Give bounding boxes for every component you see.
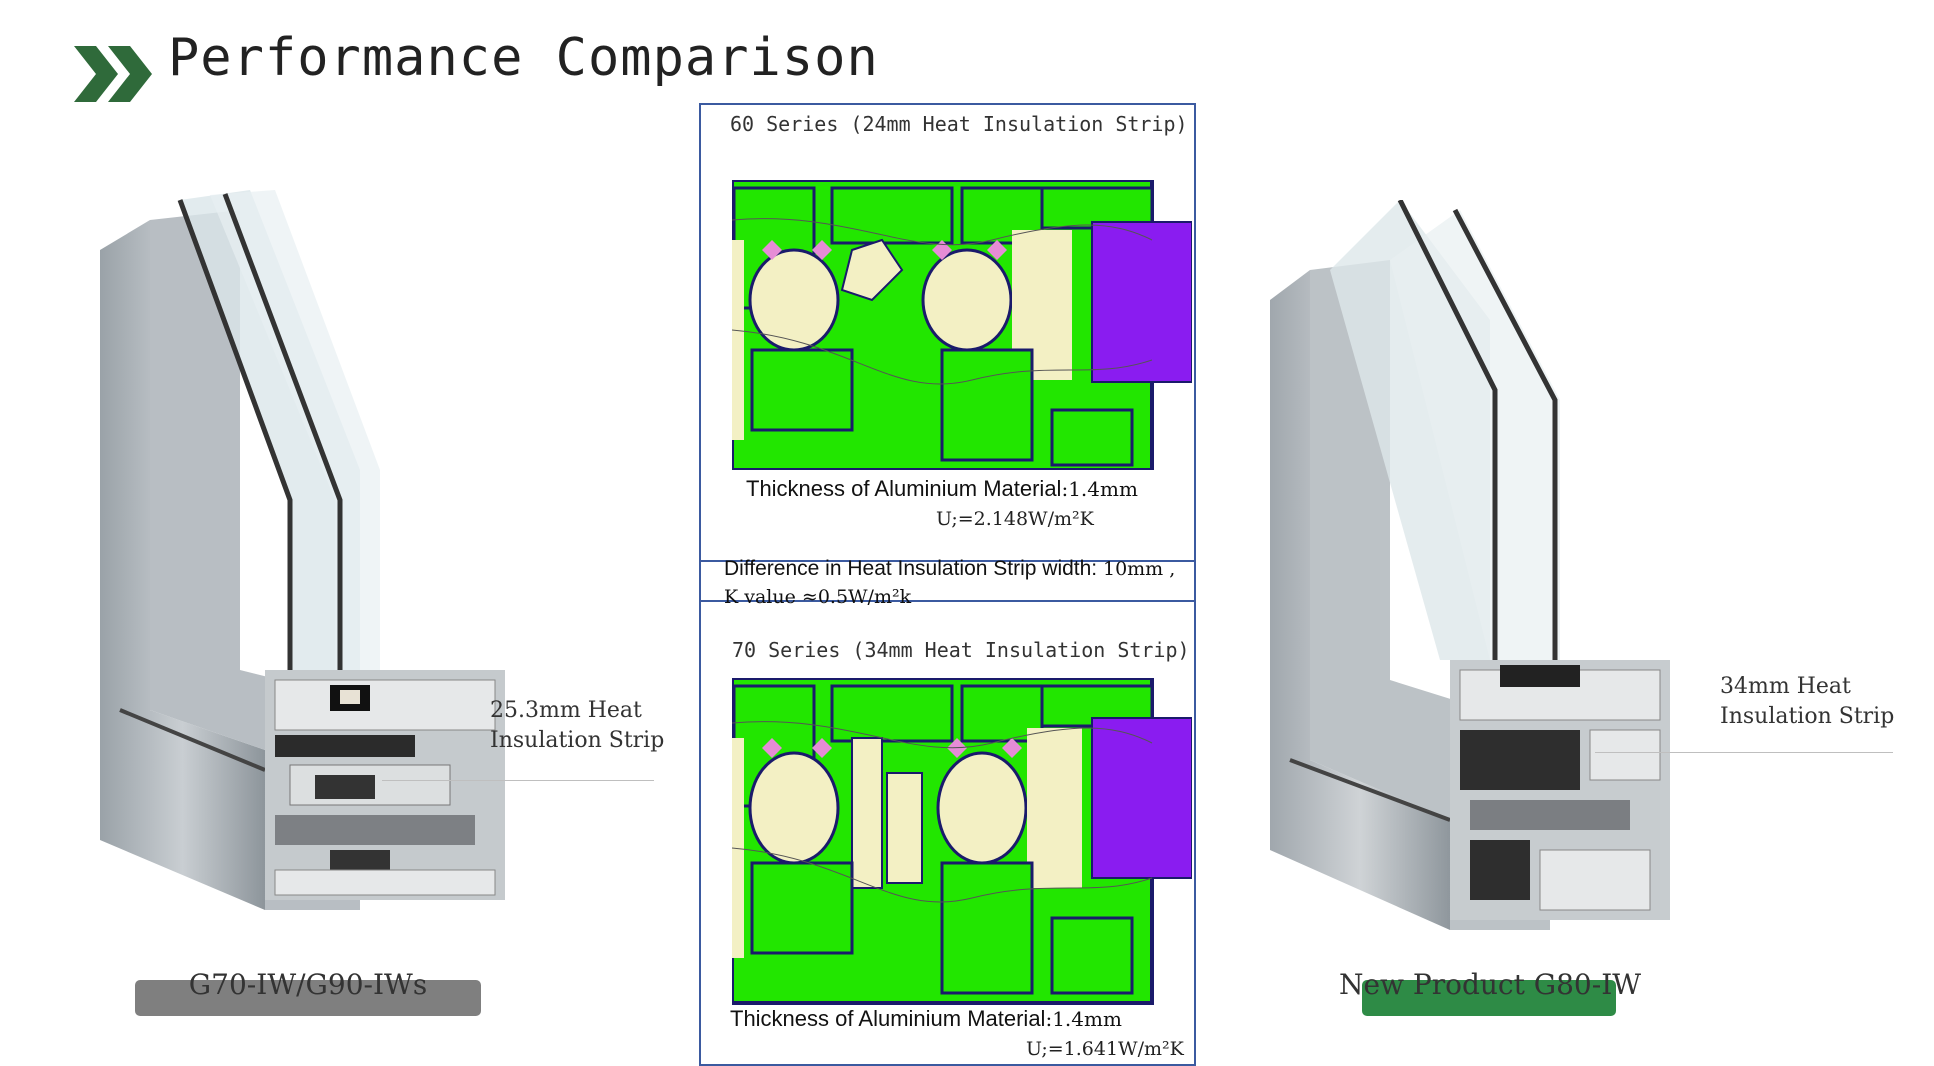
difference-k-value: K value ≈0.5W/m²k (724, 586, 912, 608)
left-product-label-bar (135, 980, 481, 1016)
thermal-comparison-panel (699, 103, 1196, 1066)
bottom-thickness: Thickness of Aluminium Material:1.4mm (730, 1006, 1122, 1032)
right-product-label-bar (1362, 980, 1616, 1016)
top-thermal-simulation-image (732, 180, 1192, 470)
brand-logo (1680, 60, 1880, 84)
right-callout-line2: Insulation Strip (1720, 704, 1895, 729)
right-callout-text: 34mm Heat Insulation Strip (1720, 672, 1894, 732)
right-window-profile-image (1270, 200, 1670, 930)
difference-label: Difference in Heat Insulation Strip widt… (724, 557, 1098, 580)
top-thickness: Thickness of Aluminium Material:1.4mm (746, 476, 1138, 502)
difference-value: 10mm , (1102, 558, 1176, 580)
left-callout-line1: 25.3mm Heat (490, 698, 642, 723)
page-title: Performance Comparison (168, 28, 879, 88)
top-series-title: 60 Series (24mm Heat Insulation Strip) (730, 112, 1188, 136)
panel-divider-bottom (699, 600, 1196, 602)
right-callout-line1: 34mm Heat (1720, 674, 1851, 699)
right-product-label: New Product G80-IW (1338, 968, 1642, 1001)
difference-text: Difference in Heat Insulation Strip widt… (724, 555, 1194, 611)
bottom-thickness-value: :1.4mm (1045, 1007, 1122, 1031)
left-callout-text: 25.3mm Heat Insulation Strip (490, 696, 664, 756)
bottom-series-title: 70 Series (34mm Heat Insulation Strip) (732, 638, 1190, 662)
left-callout-line2: Insulation Strip (490, 728, 665, 753)
bottom-thermal-simulation-image (732, 678, 1192, 1005)
bottom-u-value: U;=1.641W/m²K (1026, 1038, 1184, 1060)
top-thickness-value: :1.4mm (1061, 477, 1138, 501)
double-chevron-icon (74, 46, 152, 102)
right-callout-line (1595, 752, 1893, 753)
left-window-profile-image (100, 190, 505, 910)
left-callout-line (382, 780, 654, 781)
left-product-label: G70-IW/G90-IWs (188, 968, 428, 1001)
top-u-value: U;=2.148W/m²K (936, 508, 1094, 530)
panel-divider-top (699, 560, 1196, 562)
top-thickness-label: Thickness of Aluminium Material (746, 476, 1062, 501)
bottom-thickness-label: Thickness of Aluminium Material (730, 1006, 1046, 1031)
